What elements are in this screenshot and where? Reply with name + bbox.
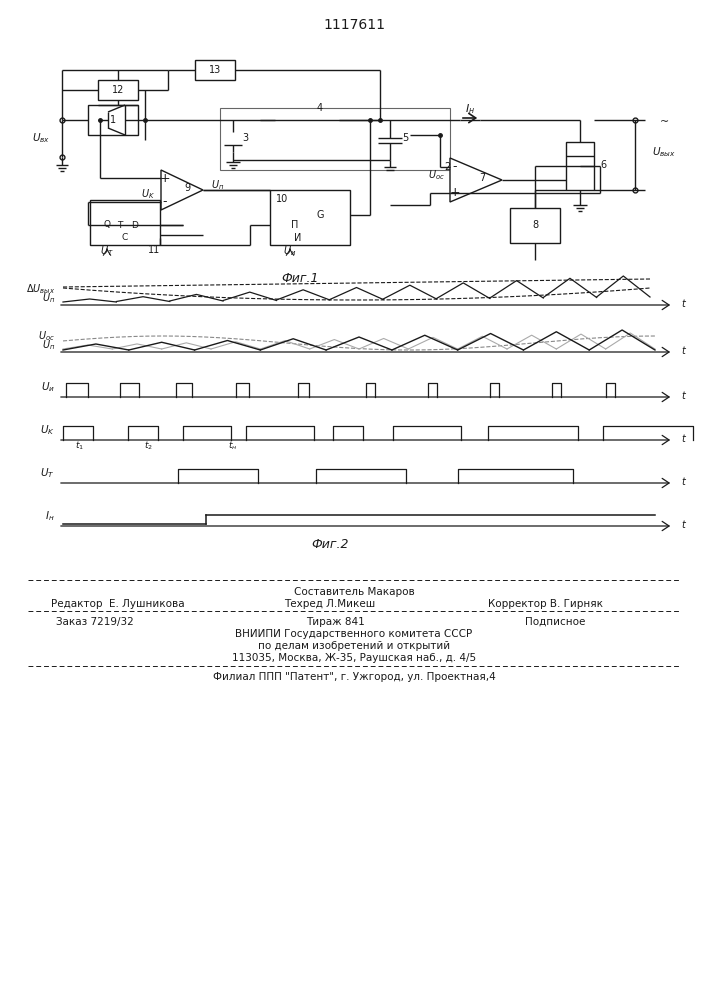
Bar [270, 190, 350, 245]
Text: 11: 11 [148, 245, 160, 255]
Text: $U_п$: $U_п$ [211, 178, 224, 192]
Polygon shape [450, 158, 502, 202]
Text: C: C [122, 233, 128, 242]
Text: $t_н$: $t_н$ [228, 440, 238, 452]
Text: $t_1$: $t_1$ [76, 440, 85, 452]
Polygon shape [224, 132, 242, 145]
Text: 8: 8 [532, 220, 538, 230]
Text: 12: 12 [112, 85, 124, 95]
Text: $U_K$: $U_K$ [141, 187, 155, 201]
Text: 7: 7 [479, 173, 485, 183]
Text: П: П [291, 220, 298, 230]
Text: t: t [681, 477, 685, 487]
Text: ВНИИПИ Государственного комитета СССР: ВНИИПИ Государственного комитета СССР [235, 629, 472, 639]
Text: 5: 5 [402, 133, 408, 143]
Text: G: G [316, 210, 324, 220]
Text: +: + [160, 172, 170, 184]
Bar [220, 108, 450, 170]
Text: t: t [681, 299, 685, 309]
Text: $U_{oc}$: $U_{oc}$ [428, 168, 445, 182]
Text: D: D [132, 221, 139, 230]
Text: 6: 6 [600, 160, 606, 170]
Text: 9: 9 [184, 183, 190, 193]
Text: Корректор В. Гирняк: Корректор В. Гирняк [488, 599, 602, 609]
Text: T: T [117, 221, 123, 230]
Text: t: t [681, 434, 685, 444]
Text: 1: 1 [110, 115, 116, 125]
Bar [98, 80, 138, 100]
Text: Редактор  Е. Лушникова: Редактор Е. Лушникова [51, 599, 185, 609]
Text: $U_{oc}$: $U_{oc}$ [38, 329, 55, 343]
Bar [90, 200, 160, 245]
Text: $I_н$: $I_н$ [45, 509, 55, 523]
Text: И: И [294, 233, 302, 243]
Bar [566, 142, 594, 190]
Polygon shape [161, 170, 203, 210]
Text: по делам изобретений и открытий: по делам изобретений и открытий [258, 641, 450, 651]
Text: Подписное: Подписное [525, 617, 585, 627]
Text: $U_K$: $U_K$ [40, 423, 55, 437]
Text: 113035, Москва, Ж-35, Раушская наб., д. 4/5: 113035, Москва, Ж-35, Раушская наб., д. … [232, 653, 476, 663]
Text: $U_{вх}$: $U_{вх}$ [32, 131, 50, 145]
Text: 10: 10 [276, 194, 288, 204]
Text: 3: 3 [242, 133, 248, 143]
Text: -: - [452, 160, 457, 174]
Text: 13: 13 [209, 65, 221, 75]
Text: Техред Л.Микеш: Техред Л.Микеш [284, 599, 375, 609]
Text: $t_2$: $t_2$ [144, 440, 153, 452]
Bar [88, 105, 138, 135]
Text: -: - [163, 196, 168, 209]
Text: Филиал ППП "Патент", г. Ужгород, ул. Проектная,4: Филиал ППП "Патент", г. Ужгород, ул. Про… [213, 672, 496, 682]
Text: t: t [681, 346, 685, 356]
Text: $U_п$: $U_п$ [42, 291, 55, 305]
Text: $I_{н}$: $I_{н}$ [465, 102, 475, 116]
Text: t: t [681, 391, 685, 401]
Text: Тираж 841: Тираж 841 [305, 617, 364, 627]
Text: ~: ~ [660, 117, 670, 127]
Text: Фиг.2: Фиг.2 [311, 538, 349, 550]
Text: $\Delta U_{вых}$: $\Delta U_{вых}$ [25, 282, 55, 296]
Text: $U_T$: $U_T$ [40, 466, 55, 480]
Text: +: + [450, 186, 460, 200]
Text: $U_и$: $U_и$ [284, 244, 297, 258]
Text: t: t [681, 520, 685, 530]
Bar [195, 60, 235, 80]
Text: Составитель Макаров: Составитель Макаров [293, 587, 414, 597]
Text: $U_п$: $U_п$ [42, 338, 55, 352]
Text: 4: 4 [317, 103, 323, 113]
Text: 2: 2 [444, 162, 450, 172]
Bar [510, 208, 560, 243]
Text: $U_T$: $U_T$ [100, 244, 114, 258]
Text: Q: Q [103, 221, 110, 230]
Text: Фиг.1: Фиг.1 [281, 271, 319, 284]
Text: Заказ 7219/32: Заказ 7219/32 [56, 617, 134, 627]
Text: 1117611: 1117611 [323, 18, 385, 32]
Text: $U_и$: $U_и$ [41, 380, 55, 394]
Text: $U_{вых}$: $U_{вых}$ [652, 145, 676, 159]
